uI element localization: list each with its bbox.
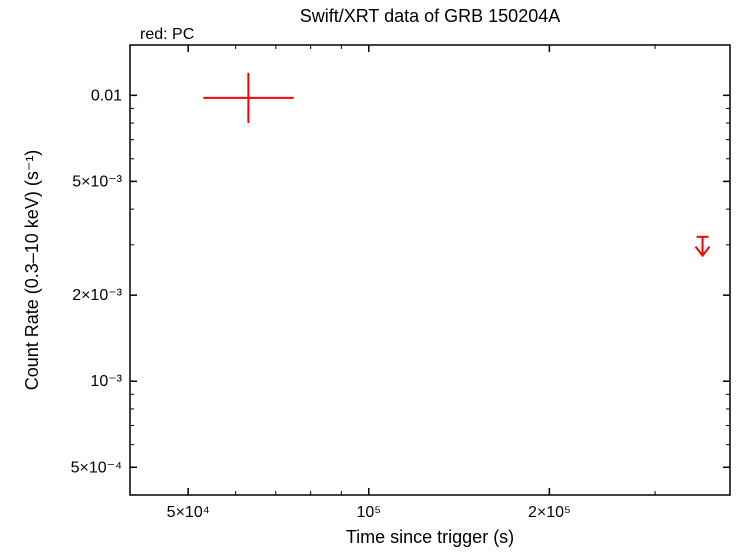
- plot-frame: [130, 45, 730, 495]
- y-tick-label: 5×10⁻⁴: [71, 459, 122, 476]
- y-tick-label: 2×10⁻³: [72, 287, 122, 304]
- chart-svg: 5×10⁴ 10⁵ 2×10⁵ 5×10⁻⁴ 10⁻³ 2×10⁻³ 5×10⁻³ 0.01 S…: [0, 0, 746, 558]
- chart-container: 5×10⁴ 10⁵ 2×10⁵ 5×10⁻⁴ 10⁻³ 2×10⁻³ 5×10⁻³ 0.01 S…: [0, 0, 746, 558]
- chart-title: Swift/XRT data of GRB 150204A: [300, 6, 560, 26]
- y-tick-label: 0.01: [91, 87, 122, 104]
- x-tick-label: 2×10⁵: [528, 504, 571, 521]
- y-tick-label: 5×10⁻³: [72, 173, 122, 190]
- legend-text: red: PC: [140, 26, 194, 43]
- x-tick-label: 5×10⁴: [167, 504, 210, 521]
- x-tick-label: 10⁵: [357, 504, 381, 521]
- y-tick-label: 10⁻³: [90, 373, 122, 390]
- x-axis-label: Time since trigger (s): [346, 527, 514, 547]
- y-axis-label: Count Rate (0.3–10 keV) (s⁻¹): [22, 150, 42, 391]
